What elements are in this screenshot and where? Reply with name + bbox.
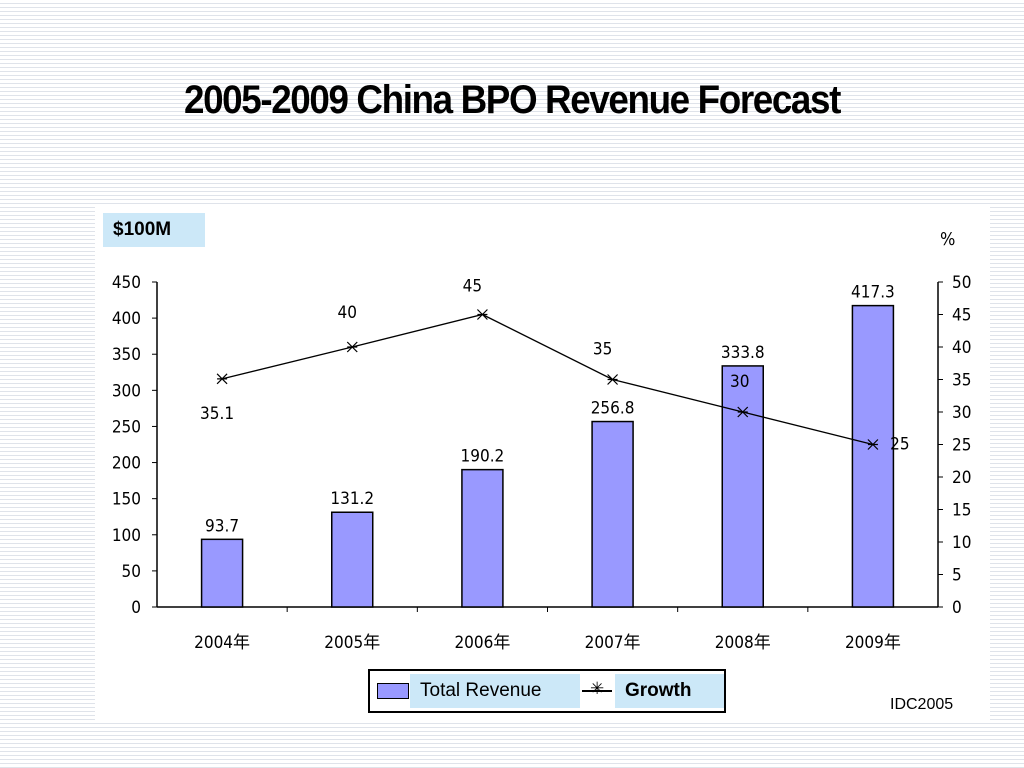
right-y-tick-label: 50 (952, 273, 971, 293)
bar-value-label: 333.8 (721, 343, 765, 363)
point-growth (346, 341, 358, 353)
left-y-tick-label: 250 (112, 417, 141, 437)
bar-total-revenue (200, 538, 244, 608)
legend-swatch-total-revenue (377, 683, 409, 699)
left-y-tick-label: 300 (112, 381, 141, 401)
bar-value-label: 256.8 (591, 399, 635, 419)
left-axis-unit-label: $100M (103, 213, 205, 247)
left-y-tick-label: 350 (112, 345, 141, 365)
combo-chart: 0 50 100 150 200 250 300 350 400 450 0 5 10 15 20 25 30 3… (112, 229, 972, 653)
x-tick-label: 2007年 (585, 633, 641, 653)
right-y-tick-label: 5 (952, 566, 962, 586)
x-tick-label: 2006年 (454, 633, 510, 653)
bar-total-revenue (591, 420, 634, 608)
point-value-label: 45 (463, 277, 482, 297)
point-growth (607, 374, 619, 385)
asterisk-marker-icon: ✳ (590, 679, 605, 698)
point-value-label: 35.1 (200, 404, 234, 424)
point-growth (737, 406, 749, 418)
right-y-tick-label: 20 (952, 468, 971, 488)
source-note: IDC2005 (890, 696, 954, 713)
right-y-tick-label: 10 (952, 533, 971, 553)
slide-title: 2005-2009 China BPO Revenue Forecast (184, 78, 841, 122)
right-axis-unit-label: % (940, 229, 955, 250)
right-y-tick-label: 30 (952, 403, 971, 423)
bar-value-label: 417.3 (851, 283, 895, 303)
point-value-label: 35 (593, 340, 612, 360)
right-y-tick-label: 40 (952, 338, 971, 358)
left-y-tick-label: 100 (112, 526, 141, 546)
chart-legend: Total Revenue ✳ Growth (368, 669, 726, 713)
left-y-tick-label: 50 (122, 562, 141, 582)
point-growth (216, 373, 228, 385)
point-value-label: 40 (338, 303, 357, 323)
chart-panel: $100M 0 50 100 150 200 250 300 350 400 450 0 5 10 15 2… (95, 207, 990, 722)
left-y-tick-label: 450 (112, 273, 141, 293)
bar-value-label: 190.2 (461, 447, 505, 467)
bar-total-revenue (331, 511, 374, 608)
point-value-label: 30 (730, 372, 749, 392)
left-y-tick-label: 200 (112, 454, 141, 474)
left-y-tick-label: 400 (112, 309, 141, 329)
left-y-tick-label: 0 (131, 598, 141, 618)
x-tick-label: 2004年 (194, 633, 250, 653)
bar-total-revenue (461, 468, 504, 608)
bar-value-label: 93.7 (205, 516, 239, 536)
point-growth (867, 439, 879, 450)
bar-total-revenue (851, 304, 895, 608)
right-y-tick-label: 25 (952, 436, 971, 456)
x-tick-label: 2005年 (324, 633, 380, 653)
point-value-label: 25 (890, 435, 909, 455)
line-growth (221, 313, 874, 446)
right-y-tick-label: 15 (952, 501, 971, 521)
legend-line-growth (582, 690, 612, 692)
point-growth (476, 309, 488, 320)
right-y-tick-label: 0 (952, 598, 962, 618)
left-y-tick-label: 150 (112, 490, 141, 510)
right-y-tick-label: 45 (952, 306, 971, 326)
bar-total-revenue (721, 365, 764, 608)
x-tick-label: 2008年 (715, 633, 771, 653)
legend-label-growth: Growth (615, 674, 724, 708)
right-y-tick-label: 35 (952, 371, 971, 391)
bar-value-label: 131.2 (330, 489, 374, 509)
legend-label-total-revenue: Total Revenue (410, 674, 580, 708)
x-tick-label: 2009年 (845, 633, 901, 653)
